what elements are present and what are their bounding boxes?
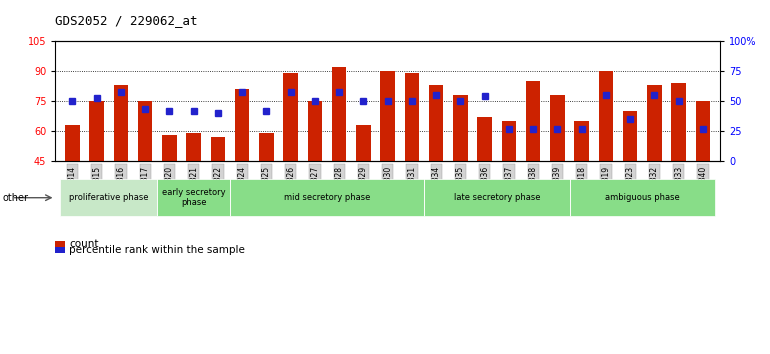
Bar xyxy=(357,125,370,161)
Bar xyxy=(138,101,152,161)
Bar xyxy=(574,121,589,161)
Text: GSM109818: GSM109818 xyxy=(578,166,586,211)
Text: early secretory
phase: early secretory phase xyxy=(162,188,226,207)
Text: GSM109816: GSM109816 xyxy=(116,165,126,212)
Bar xyxy=(526,81,541,161)
Bar xyxy=(502,121,516,161)
Text: GSM109829: GSM109829 xyxy=(359,165,368,212)
Text: GSM109833: GSM109833 xyxy=(675,165,683,212)
Text: GSM109820: GSM109820 xyxy=(165,165,174,212)
Text: GSM109819: GSM109819 xyxy=(601,165,611,212)
Bar xyxy=(424,179,570,216)
Text: mid secretory phase: mid secretory phase xyxy=(284,193,370,202)
Text: GSM109839: GSM109839 xyxy=(553,165,562,212)
Bar xyxy=(551,95,564,161)
Text: GSM109838: GSM109838 xyxy=(529,165,537,212)
Text: GSM109836: GSM109836 xyxy=(480,165,489,212)
Text: GSM109817: GSM109817 xyxy=(141,165,149,212)
Bar xyxy=(235,89,249,161)
Bar xyxy=(623,111,638,161)
Text: proliferative phase: proliferative phase xyxy=(69,193,149,202)
Bar xyxy=(230,179,424,216)
Bar xyxy=(162,135,176,161)
Bar xyxy=(332,67,346,161)
Bar xyxy=(696,101,710,161)
Text: GSM109835: GSM109835 xyxy=(456,165,465,212)
Text: GSM109834: GSM109834 xyxy=(432,165,440,212)
Text: GSM109821: GSM109821 xyxy=(189,166,198,211)
Text: GSM109822: GSM109822 xyxy=(213,166,223,211)
Text: GSM109827: GSM109827 xyxy=(310,165,320,212)
Bar xyxy=(599,71,613,161)
Bar xyxy=(454,95,467,161)
Bar xyxy=(114,85,128,161)
Bar xyxy=(308,101,322,161)
Text: percentile rank within the sample: percentile rank within the sample xyxy=(69,245,245,255)
Text: GSM109814: GSM109814 xyxy=(68,165,77,212)
Bar xyxy=(429,85,444,161)
Text: late secretory phase: late secretory phase xyxy=(454,193,540,202)
Bar xyxy=(380,71,395,161)
Text: GSM109832: GSM109832 xyxy=(650,165,659,212)
Bar xyxy=(405,73,419,161)
Bar xyxy=(60,179,157,216)
Text: GSM109825: GSM109825 xyxy=(262,165,271,212)
Text: GSM109823: GSM109823 xyxy=(626,165,634,212)
Bar xyxy=(65,125,79,161)
Bar xyxy=(157,179,230,216)
Text: GSM109815: GSM109815 xyxy=(92,165,101,212)
Text: other: other xyxy=(2,193,28,203)
Bar xyxy=(570,179,715,216)
Bar xyxy=(259,133,273,161)
Bar xyxy=(186,133,201,161)
Bar xyxy=(477,117,492,161)
Text: GSM109840: GSM109840 xyxy=(698,165,708,212)
Bar xyxy=(648,85,661,161)
Bar xyxy=(283,73,298,161)
Text: GSM109831: GSM109831 xyxy=(407,165,417,212)
Text: GSM109826: GSM109826 xyxy=(286,165,295,212)
Bar xyxy=(671,83,686,161)
Text: ambiguous phase: ambiguous phase xyxy=(605,193,680,202)
Bar xyxy=(89,101,104,161)
Bar xyxy=(211,137,225,161)
Text: GSM109830: GSM109830 xyxy=(383,165,392,212)
Text: GSM109828: GSM109828 xyxy=(335,166,343,211)
Text: GSM109837: GSM109837 xyxy=(504,165,514,212)
Text: GSM109824: GSM109824 xyxy=(238,165,246,212)
Text: count: count xyxy=(69,239,99,249)
Text: GDS2052 / 229062_at: GDS2052 / 229062_at xyxy=(55,14,198,27)
